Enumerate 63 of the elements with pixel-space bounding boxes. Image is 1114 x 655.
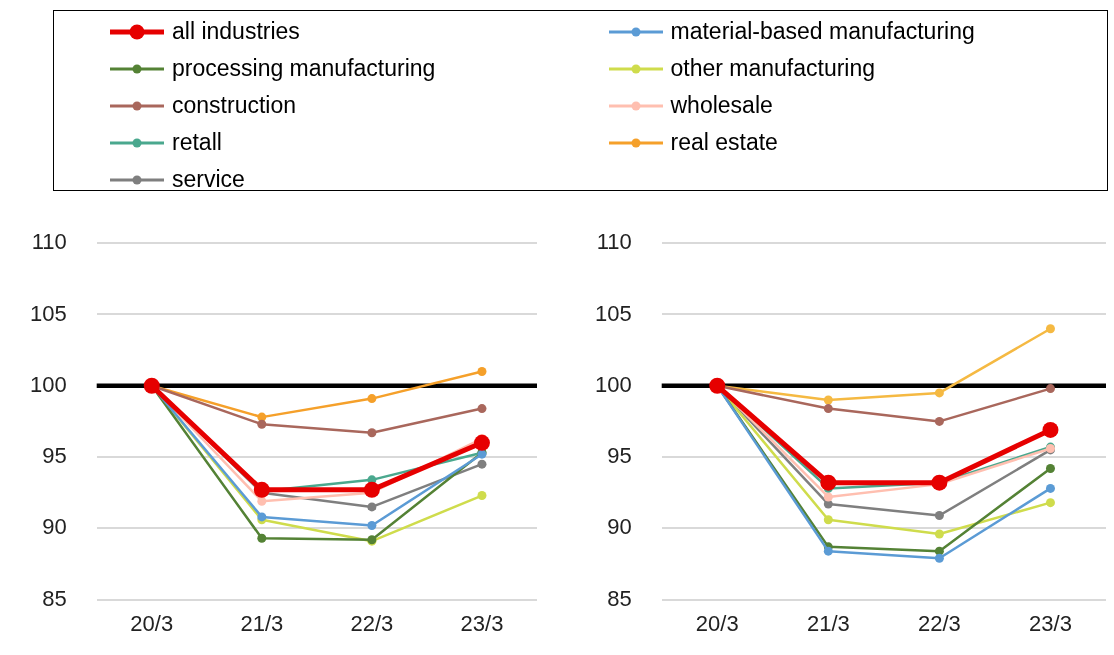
legend-label: material-based manufacturing xyxy=(670,18,975,45)
legend-label: service xyxy=(172,166,245,193)
legend-label: other manufacturing xyxy=(670,55,876,82)
point xyxy=(709,377,726,394)
point xyxy=(823,492,833,502)
x-tick-label: 21/3 xyxy=(806,610,850,636)
point xyxy=(143,377,160,394)
point xyxy=(477,491,487,501)
y-tick-label: 110 xyxy=(31,229,67,255)
legend-label: processing manufacturing xyxy=(172,55,436,82)
point xyxy=(257,419,267,429)
x-tick-label: 20/3 xyxy=(130,610,174,636)
x-tick-label: 21/3 xyxy=(240,610,284,636)
legend-label: wholesale xyxy=(670,92,773,119)
point xyxy=(477,404,487,414)
y-tick-label: 95 xyxy=(42,443,67,469)
legend-label: construction xyxy=(172,92,297,119)
point xyxy=(823,546,833,556)
x-tick-label: 22/3 xyxy=(350,610,394,636)
point xyxy=(367,520,377,530)
point xyxy=(367,502,377,512)
x-tick-label: 23/3 xyxy=(460,610,504,636)
point xyxy=(1045,384,1055,394)
point xyxy=(1042,421,1059,438)
y-tick-label: 100 xyxy=(29,371,67,397)
point xyxy=(823,404,833,414)
y-tick-label: 110 xyxy=(596,229,632,255)
point xyxy=(934,416,944,426)
point xyxy=(820,474,837,491)
y-tick-label: 100 xyxy=(594,371,632,397)
y-tick-label: 105 xyxy=(29,300,67,326)
point xyxy=(1045,483,1055,493)
y-tick-label: 95 xyxy=(607,443,632,469)
point xyxy=(253,481,270,498)
point xyxy=(934,388,944,398)
point xyxy=(363,481,380,498)
point xyxy=(934,553,944,563)
point xyxy=(257,496,267,506)
x-tick-label: 22/3 xyxy=(917,610,961,636)
legend-label: real estate xyxy=(670,129,778,156)
x-tick-label: 20/3 xyxy=(695,610,739,636)
legend-label: all industries xyxy=(172,18,300,45)
point xyxy=(477,459,487,469)
x-tick-label: 23/3 xyxy=(1029,610,1072,636)
point xyxy=(934,529,944,539)
point xyxy=(931,474,948,491)
point xyxy=(257,533,267,543)
point xyxy=(477,367,487,376)
point xyxy=(1045,324,1055,334)
point xyxy=(823,515,833,525)
legend-label: retall xyxy=(172,129,222,156)
y-tick-label: 85 xyxy=(607,585,632,611)
y-tick-label: 90 xyxy=(607,514,632,540)
point xyxy=(934,510,944,520)
point xyxy=(473,434,490,451)
point xyxy=(367,394,377,404)
point xyxy=(367,428,377,438)
point xyxy=(1045,498,1055,508)
point xyxy=(1045,463,1055,473)
y-tick-label: 90 xyxy=(42,514,67,540)
point xyxy=(823,395,833,405)
y-tick-label: 105 xyxy=(594,300,632,326)
y-tick-label: 85 xyxy=(42,585,67,611)
